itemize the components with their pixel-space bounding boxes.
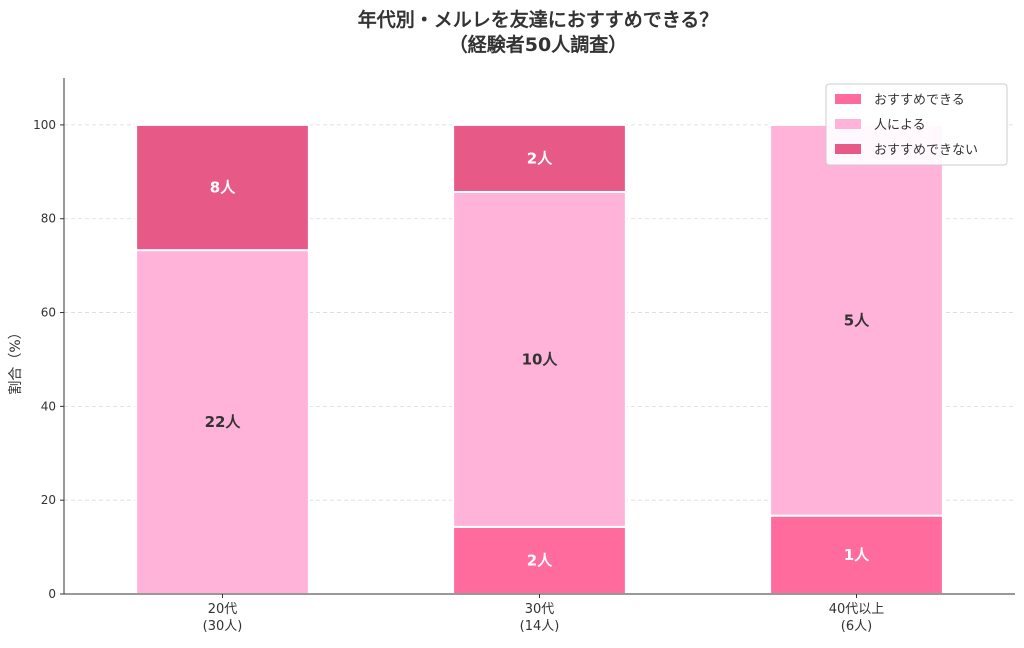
- legend-swatch: [835, 94, 861, 104]
- x-tick-label: (6人): [841, 619, 872, 634]
- x-tick-label: (14人): [520, 619, 560, 634]
- axes: 0 20 40 60 80 100 20代 (30人) 30代 (14人) 40代以上 (6人): [33, 78, 1015, 634]
- bar-segment: [135, 123, 310, 252]
- bar-segment: [452, 190, 627, 528]
- bar-segment: [452, 123, 627, 193]
- bar-data-label: 8人: [210, 179, 236, 197]
- bars: 22人 8人 2人 10人 2人 1人 5人: [135, 123, 944, 595]
- legend-label: 人による: [874, 118, 926, 133]
- legend-box: [825, 83, 1008, 166]
- y-tick-label: 60: [41, 306, 56, 320]
- bar-data-label: 22人: [205, 413, 242, 431]
- x-tick-label: 30代: [525, 602, 555, 617]
- legend-swatch: [835, 119, 861, 129]
- bar-data-label: 5人: [844, 311, 870, 329]
- bar-data-label: 1人: [844, 546, 870, 564]
- y-tick-label: 100: [33, 118, 56, 132]
- chart-title-line-2: （経験者50人調査）: [449, 33, 627, 56]
- y-tick-label: 20: [41, 493, 56, 507]
- bar-data-label: 2人: [527, 149, 553, 167]
- bar-segment: [452, 525, 627, 595]
- bar-segment: [769, 123, 944, 517]
- bar-segment: [769, 514, 944, 595]
- legend-label: おすすめできる: [874, 93, 965, 108]
- x-tick-label: 20代: [208, 602, 238, 617]
- y-tick-label: 80: [41, 212, 56, 226]
- legend-label: おすすめできない: [874, 143, 978, 158]
- y-tick-label: 40: [41, 399, 56, 413]
- bar-data-label: 2人: [527, 551, 553, 569]
- chart-title-line-1: 年代別・メルレを友達におすすめできる？: [358, 8, 719, 31]
- x-tick-label: (30人): [203, 619, 243, 634]
- y-axis-label: 割合（%）: [7, 325, 24, 394]
- y-tick-label: 0: [48, 587, 56, 601]
- bar-data-label: 10人: [522, 350, 559, 368]
- legend-swatch: [835, 144, 861, 154]
- bar-segment: [135, 249, 310, 595]
- x-tick-label: 40代以上: [829, 602, 885, 617]
